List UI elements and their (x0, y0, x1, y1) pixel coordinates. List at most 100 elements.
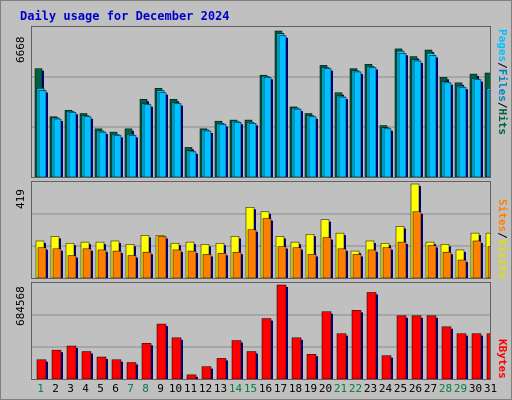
sites-bar (247, 229, 257, 278)
day-label: 23 (363, 382, 378, 395)
kbytes-bar (36, 359, 47, 379)
kbytes-bar (291, 337, 302, 379)
day-label: 27 (423, 382, 438, 395)
sites-bar (112, 250, 122, 278)
kbytes-bar (231, 340, 242, 379)
day-label: 17 (273, 382, 288, 395)
sites-bar (412, 211, 422, 278)
pages-bar (68, 112, 77, 177)
sites-bar (262, 218, 272, 278)
day-label: 15 (243, 382, 258, 395)
legend-sites: Sites (496, 199, 509, 233)
panel2-legend: Sites/Visits (496, 199, 509, 279)
day-label: 4 (82, 382, 89, 395)
sites-bar (277, 246, 287, 278)
sites-bar (322, 237, 332, 278)
pages-bar (368, 67, 377, 177)
day-label: 14 (228, 382, 243, 395)
kbytes-bar (396, 315, 407, 379)
day-label: 6 (112, 382, 119, 395)
kbytes-bar (471, 333, 482, 379)
sites-bar (307, 254, 317, 278)
day-label: 18 (288, 382, 303, 395)
pages-bar (158, 92, 167, 177)
day-label: 5 (97, 382, 104, 395)
pages-bar (473, 79, 482, 177)
day-label: 9 (157, 382, 164, 395)
kbytes-bar (96, 356, 107, 379)
kbytes-bar (411, 315, 422, 379)
sites-bar (352, 254, 362, 278)
kbytes-bar (351, 310, 362, 379)
sites-bar (157, 236, 167, 278)
sites-bar (337, 248, 347, 278)
panel1-legend: Pages/Files/Hits (496, 29, 509, 135)
day-axis-labels: 1 2 3 4 5 6 7 8 9 10 11 12 13 14 15 16 17 18 19 20 21 22 23 24 2… (31, 382, 497, 396)
chart-title: Daily usage for December 2024 (20, 9, 230, 23)
kbytes-bar (441, 326, 452, 379)
kbytes-bar (126, 362, 137, 379)
pages-bar (233, 122, 242, 177)
kbytes-bar (306, 354, 317, 379)
day-label: 1 (37, 382, 44, 395)
pages-bar (428, 55, 437, 177)
sites-bar (457, 259, 467, 278)
pages-bar (383, 128, 392, 177)
day-label: 8 (142, 382, 149, 395)
pages-bar (218, 124, 227, 177)
day-label: 28 (438, 382, 453, 395)
pages-bar (203, 130, 212, 177)
panel-hits-files-pages (31, 26, 491, 178)
pages-bar (308, 116, 317, 177)
legend-hits: Hits (496, 108, 509, 136)
pages-bar (293, 108, 302, 177)
sites-bar (202, 254, 212, 278)
kbytes-bar (246, 351, 257, 379)
legend-files: Files (496, 68, 509, 102)
sites-bar (127, 255, 137, 278)
day-label: 24 (378, 382, 393, 395)
pages-bar (188, 151, 197, 177)
pages-bar (53, 118, 62, 177)
kbytes-bar (51, 349, 62, 379)
hits-files-pages-plot (32, 30, 490, 177)
sites-bar (487, 246, 490, 278)
sites-bar (382, 247, 392, 278)
sites-bar (52, 248, 62, 278)
pages-bar (458, 86, 467, 177)
kbytes-bar (66, 345, 77, 379)
kbytes-bar (201, 366, 212, 379)
day-label: 20 (318, 382, 333, 395)
kbytes-bar (456, 333, 467, 379)
legend-sep1: / (496, 62, 509, 69)
pages-bar (353, 71, 362, 177)
day-label: 29 (453, 382, 468, 395)
sites-bar (397, 241, 407, 278)
pages-bar (173, 103, 182, 177)
panel-kbytes (31, 282, 491, 380)
pages-bar (413, 60, 422, 177)
sites-bar (442, 251, 452, 278)
pages-bar (398, 53, 407, 177)
day-label: 12 (198, 382, 213, 395)
sites-visits-plot (32, 183, 490, 278)
kbytes-bar (171, 337, 182, 379)
kbytes-plot (32, 284, 490, 379)
sites-bar (67, 255, 77, 278)
kbytes-bar (81, 351, 92, 379)
sites-bar (292, 247, 302, 278)
day-label: 21 (333, 382, 348, 395)
legend-visits: Visits (496, 238, 509, 279)
pages-bar (488, 90, 490, 177)
pages-bar (38, 90, 47, 177)
pages-bar (323, 68, 332, 177)
kbytes-bar (261, 318, 272, 379)
kbytes-bar (156, 323, 167, 379)
day-label: 22 (348, 382, 363, 395)
files-bar (486, 88, 490, 177)
pages-bar (83, 116, 92, 177)
kbytes-bar (336, 333, 347, 379)
sites-bar (427, 245, 437, 278)
panel3-legend: KBytes (496, 339, 509, 379)
